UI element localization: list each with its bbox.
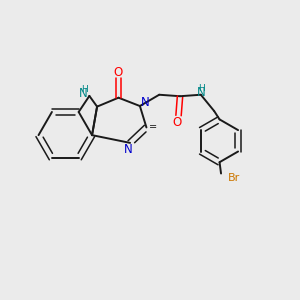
Text: N: N (124, 143, 133, 156)
Text: O: O (114, 66, 123, 79)
Text: N: N (141, 96, 150, 109)
Text: N: N (196, 86, 205, 99)
Text: O: O (172, 116, 182, 129)
Text: H: H (81, 85, 87, 94)
Text: Br: Br (228, 173, 240, 183)
Text: N: N (79, 87, 87, 100)
Text: H: H (198, 84, 205, 93)
Text: =: = (149, 122, 157, 132)
